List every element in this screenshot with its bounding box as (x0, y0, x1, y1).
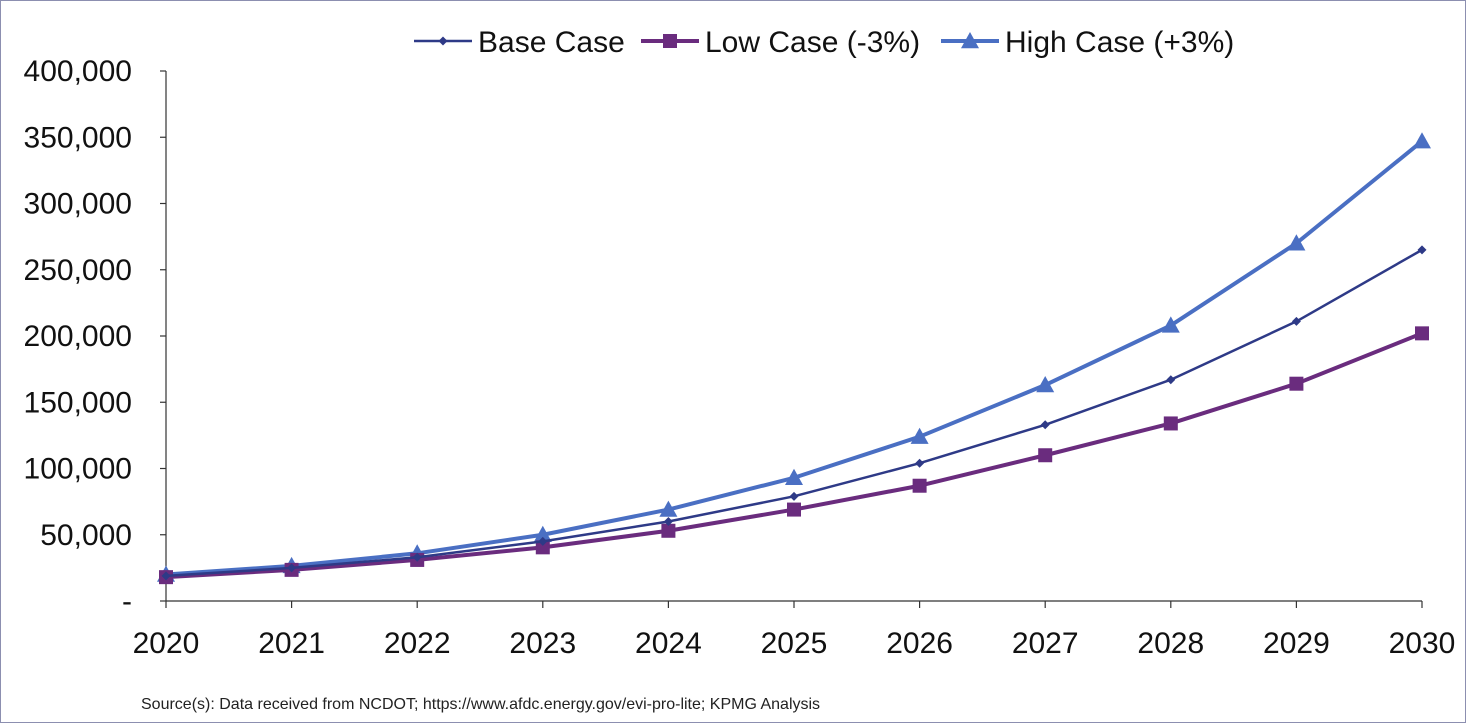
data-point (1163, 416, 1178, 431)
series-triangle (157, 132, 1431, 582)
x-tick-label: 2021 (258, 627, 325, 660)
y-tick-label: 50,000 (40, 519, 132, 552)
data-point (910, 427, 929, 444)
x-tick-label: 2020 (133, 627, 200, 660)
data-point (663, 517, 673, 526)
y-tick-label: - (122, 585, 132, 618)
data-point (1291, 316, 1301, 326)
x-tick-label: 2026 (886, 627, 953, 660)
data-point (1415, 326, 1429, 341)
data-point (785, 468, 803, 485)
x-tick-label: 2030 (1389, 627, 1456, 660)
x-tick-label: 2024 (635, 627, 702, 660)
x-tick-label: 2028 (1137, 627, 1204, 660)
series-line (165, 248, 1423, 578)
legend-label: Low Case (-3%) (705, 26, 920, 59)
y-tick-label: 400,000 (24, 55, 132, 88)
data-point (161, 571, 171, 581)
x-tick-label: 2022 (384, 627, 451, 660)
data-point (535, 540, 550, 555)
data-point (1166, 375, 1176, 385)
legend-item: High Case (+3%) (941, 26, 1234, 59)
x-tick-label: 2027 (1012, 627, 1079, 660)
source-note: Source(s): Data received from NCDOT; htt… (141, 696, 820, 713)
y-tick-label: 150,000 (24, 386, 132, 419)
y-tick-label: 200,000 (24, 320, 132, 353)
y-tick-label: 100,000 (24, 453, 132, 486)
data-point (287, 563, 297, 573)
series-square (159, 326, 1429, 585)
y-tick-label: 250,000 (24, 254, 132, 287)
legend-item: Low Case (-3%) (641, 26, 920, 59)
data-point (1289, 376, 1304, 391)
data-point (912, 478, 927, 493)
data-point (661, 523, 676, 538)
data-point (1161, 316, 1180, 333)
data-point (1413, 132, 1431, 149)
data-point (1036, 376, 1055, 393)
data-point (787, 502, 801, 517)
legend-marker (663, 34, 677, 48)
legend-label: Base Case (478, 26, 625, 59)
series-line (165, 331, 1423, 580)
axes: - 50,000 100,000 150,000 200,000 250,000 300,0… (24, 55, 1456, 660)
data-point (915, 458, 925, 468)
y-tick-label: 350,000 (24, 121, 132, 154)
data-point (1417, 245, 1427, 255)
x-tick-label: 2023 (509, 627, 576, 660)
data-point (1038, 448, 1053, 463)
x-tick-label: 2029 (1263, 627, 1330, 660)
data-point (412, 552, 422, 562)
data-point (1287, 234, 1306, 251)
data-point (789, 491, 799, 501)
data-point (659, 500, 678, 517)
series-diamond (161, 245, 1427, 581)
data-point (538, 536, 548, 546)
x-tick-label: 2025 (761, 627, 828, 660)
legend-item: Base Case (414, 26, 625, 59)
series-area (157, 132, 1431, 585)
data-point (1040, 420, 1050, 430)
legend-marker (961, 32, 979, 49)
data-point (533, 525, 552, 542)
legend: Base Case Low Case (-3%) High Case (+3%) (414, 26, 1234, 59)
legend-marker (438, 36, 448, 46)
y-tick-label: 300,000 (24, 188, 132, 221)
legend-label: High Case (+3%) (1005, 26, 1234, 59)
